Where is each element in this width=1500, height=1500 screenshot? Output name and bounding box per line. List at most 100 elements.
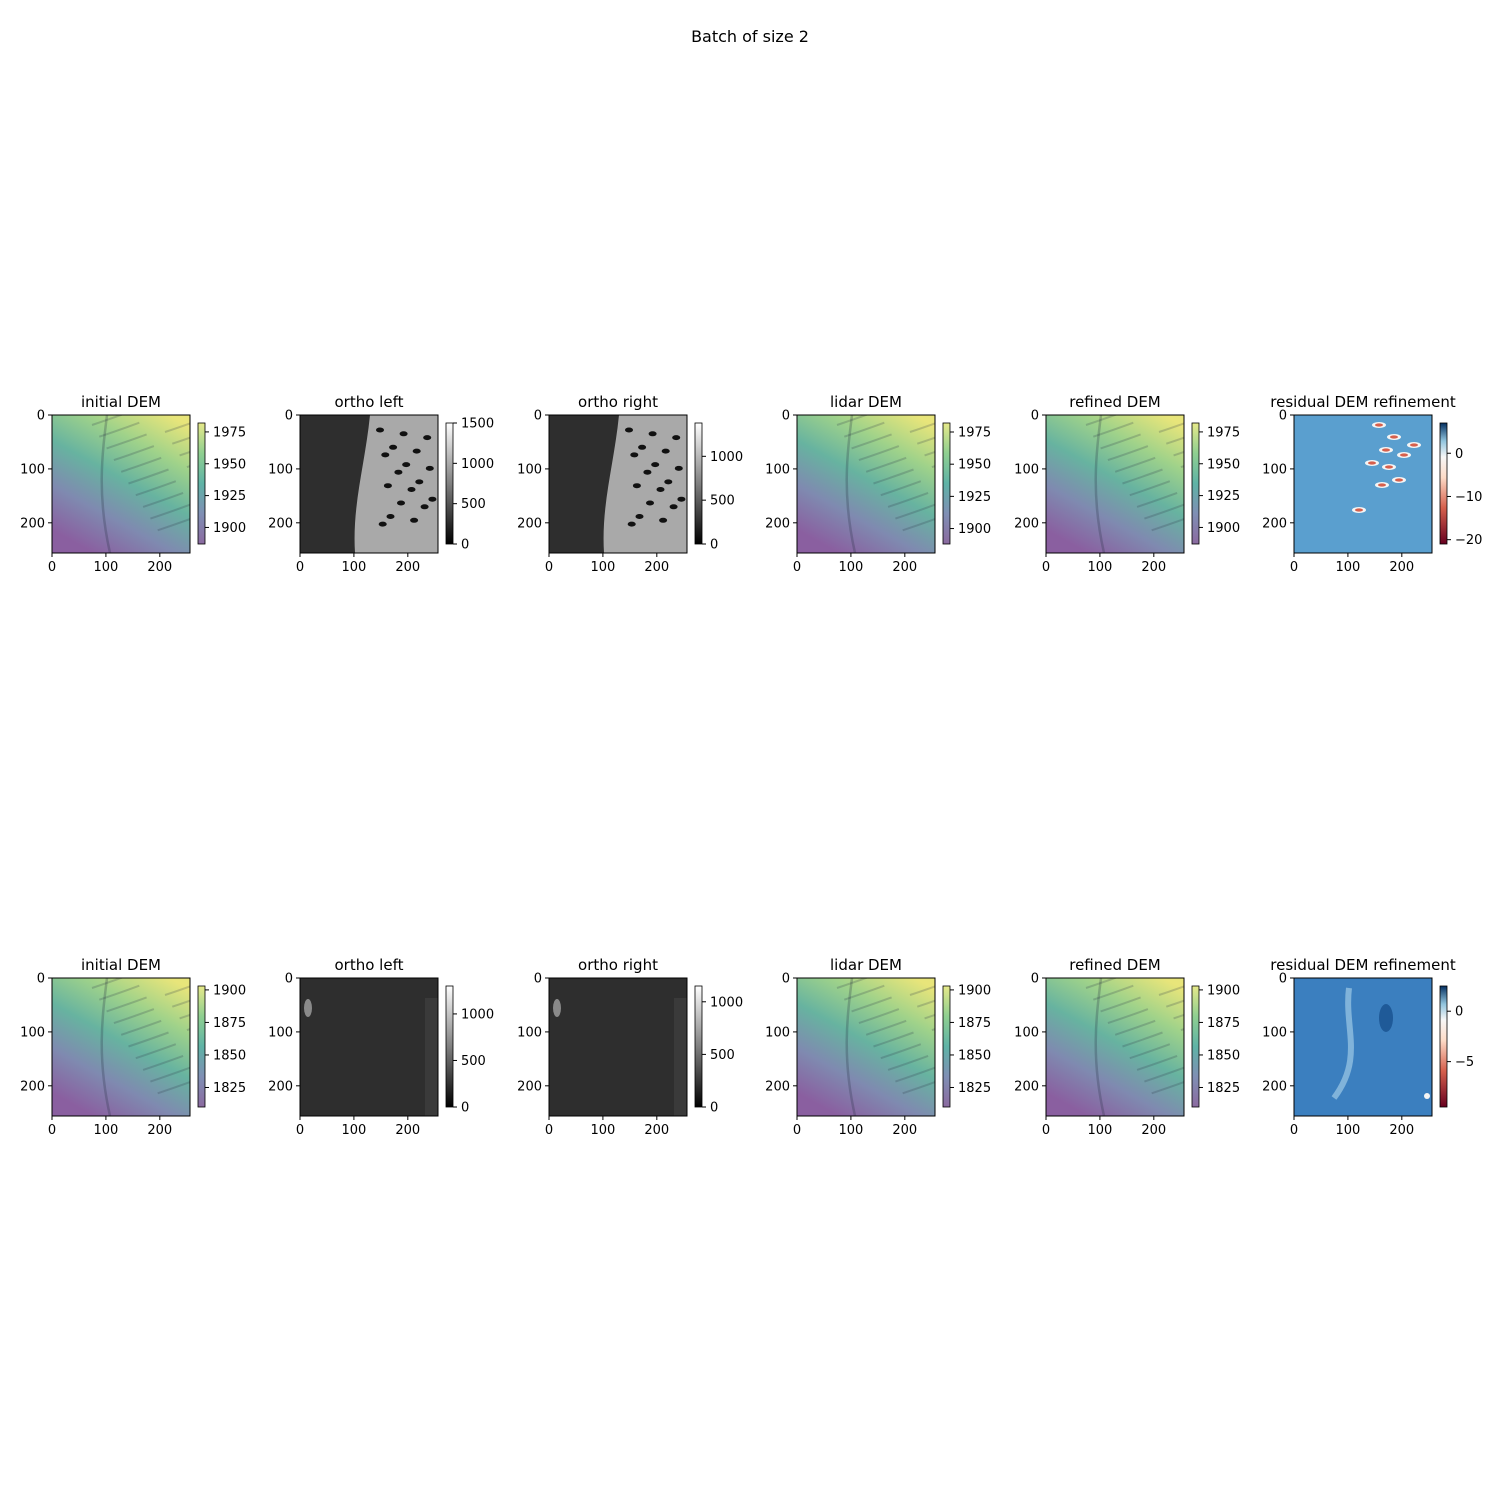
x-tick-label: 100 — [341, 560, 366, 575]
colorbar-tick-label: 0 — [1455, 1005, 1463, 1020]
colorbar — [1191, 422, 1200, 545]
colorbar-tick-label: 1825 — [213, 1081, 246, 1096]
heatmap-image — [300, 978, 438, 1116]
y-tick-label: 100 — [1262, 1025, 1287, 1040]
y-tick-label: 100 — [1014, 1025, 1039, 1040]
subplot-title: lidar DEM — [830, 393, 902, 411]
colorbar-tick-label: 1950 — [1207, 457, 1240, 472]
x-tick-label: 200 — [644, 560, 669, 575]
colorbar-tick-label: 1900 — [213, 521, 246, 536]
y-tick-label: 100 — [268, 462, 293, 477]
y-tick-label: 0 — [285, 409, 293, 424]
x-tick-label: 100 — [838, 1123, 863, 1138]
colorbar-tick-label: 1900 — [958, 522, 991, 537]
subplot-title: initial DEM — [81, 393, 161, 411]
heatmap-image — [1046, 978, 1184, 1116]
colorbar-tick-label: 1825 — [958, 1081, 991, 1096]
colorbar — [1439, 985, 1448, 1108]
colorbar-tick-label: 1875 — [958, 1016, 991, 1031]
y-tick-label: 0 — [534, 972, 542, 987]
subplot-1-1: ortho left 0 100 200 0 100 200 0 500 1000 — [268, 956, 494, 1138]
y-tick-label: 0 — [285, 972, 293, 987]
colorbar-tick-label: 1850 — [1207, 1048, 1240, 1063]
y-tick-label: 100 — [1014, 462, 1039, 477]
subplot-title: ortho left — [335, 956, 404, 974]
y-tick-label: 0 — [37, 409, 45, 424]
colorbar — [694, 985, 703, 1108]
colorbar-tick-label: 500 — [710, 494, 735, 509]
axes-frame — [1045, 977, 1185, 1117]
y-tick-label: 100 — [517, 1025, 542, 1040]
x-tick-label: 0 — [1042, 1123, 1050, 1138]
colorbar-tick-label: 1900 — [1207, 983, 1240, 998]
x-tick-label: 0 — [793, 560, 801, 575]
axes-frame — [51, 977, 191, 1117]
y-tick-label: 200 — [1014, 1079, 1039, 1094]
subplot-title: residual DEM refinement — [1270, 393, 1456, 411]
colorbar — [942, 985, 951, 1108]
y-tick-label: 200 — [20, 516, 45, 531]
x-tick-label: 0 — [1290, 1123, 1298, 1138]
y-tick-label: 0 — [1031, 972, 1039, 987]
y-tick-label: 200 — [268, 1079, 293, 1094]
heatmap-image — [52, 978, 190, 1116]
subplot-0-3: lidar DEM 0 100 200 0 100 200 1900 1925 1950 1975 — [765, 393, 991, 575]
colorbar-tick-label: 0 — [1455, 447, 1463, 462]
subplot-0-4: refined DEM 0 100 200 0 100 200 1900 1925 1950 197… — [1014, 393, 1240, 575]
colorbar — [694, 422, 703, 545]
colorbar-tick-label: 1975 — [958, 426, 991, 441]
x-tick-label: 0 — [545, 560, 553, 575]
subplot-0-0: initial DEM 0 100 200 0 100 200 1900 1925 1950 197… — [20, 393, 246, 575]
subplot-title: ortho left — [335, 393, 404, 411]
x-tick-label: 200 — [644, 1123, 669, 1138]
colorbar-tick-label: −20 — [1455, 533, 1482, 548]
colorbar-tick-label: 1000 — [461, 457, 494, 472]
heatmap-image — [797, 415, 935, 553]
heatmap-image — [52, 415, 190, 553]
colorbar-tick-label: 0 — [710, 1101, 718, 1116]
x-tick-label: 0 — [296, 560, 304, 575]
heatmap-image — [549, 415, 687, 553]
colorbar — [1439, 422, 1448, 545]
y-tick-label: 200 — [268, 516, 293, 531]
y-tick-label: 200 — [517, 1079, 542, 1094]
x-tick-label: 200 — [395, 560, 420, 575]
colorbar-tick-label: 1000 — [461, 1007, 494, 1022]
axes-frame — [1045, 414, 1185, 554]
colorbar — [445, 422, 454, 545]
x-tick-label: 0 — [48, 1123, 56, 1138]
y-tick-label: 0 — [534, 409, 542, 424]
subplot-title: refined DEM — [1069, 393, 1161, 411]
y-tick-label: 200 — [20, 1079, 45, 1094]
colorbar-tick-label: 1900 — [1207, 521, 1240, 536]
subplot-1-2: ortho right 0 100 200 0 100 200 0 500 1000 — [517, 956, 743, 1138]
colorbar-tick-label: 0 — [710, 538, 718, 553]
colorbar-tick-label: 1875 — [1207, 1016, 1240, 1031]
heatmap-image — [1294, 978, 1432, 1116]
subplot-title: refined DEM — [1069, 956, 1161, 974]
x-tick-label: 100 — [341, 1123, 366, 1138]
y-tick-label: 200 — [765, 1079, 790, 1094]
heatmap-image — [300, 415, 438, 553]
colorbar-tick-label: 1000 — [710, 995, 743, 1010]
y-tick-label: 100 — [20, 462, 45, 477]
colorbar-tick-label: 1900 — [213, 983, 246, 998]
colorbar-tick-label: 1975 — [1207, 425, 1240, 440]
x-tick-label: 100 — [1087, 560, 1112, 575]
x-tick-label: 200 — [395, 1123, 420, 1138]
y-tick-label: 200 — [517, 516, 542, 531]
colorbar-tick-label: −10 — [1455, 490, 1482, 505]
y-tick-label: 200 — [1262, 516, 1287, 531]
subplot-1-3: lidar DEM 0 100 200 0 100 200 1825 1850 1875 1900 — [765, 956, 991, 1138]
colorbar — [1191, 985, 1200, 1108]
colorbar-tick-label: 1925 — [958, 490, 991, 505]
axes-frame — [299, 977, 439, 1117]
y-tick-label: 200 — [765, 516, 790, 531]
x-tick-label: 100 — [590, 560, 615, 575]
colorbar-tick-label: 1500 — [461, 417, 494, 432]
subplot-0-2: ortho right 0 100 200 0 100 200 0 500 1000 — [517, 393, 743, 575]
subplot-title: initial DEM — [81, 956, 161, 974]
